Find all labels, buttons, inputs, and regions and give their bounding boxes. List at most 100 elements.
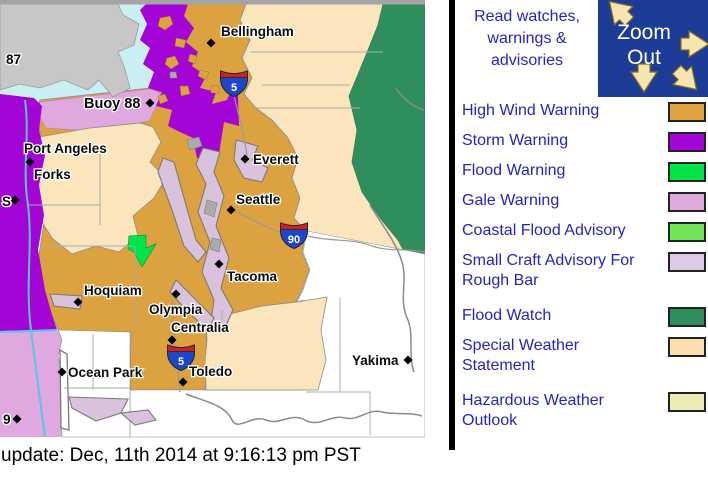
legend-label: Coastal Flood Advisory (462, 222, 626, 239)
yakima-river (369, 204, 415, 373)
legend-item: Storm Warning (462, 131, 706, 152)
zoom-out-label: Zoom Out (617, 21, 671, 69)
svg-text:5: 5 (231, 82, 237, 94)
legend-swatch (668, 192, 706, 212)
pan-arrows (600, 0, 708, 97)
legend-label: Small Craft Advisory For Rough Bar (462, 252, 635, 289)
city-label: Bellingham (221, 24, 294, 39)
city-label: Port Angeles (24, 141, 107, 156)
pan-south-arrow-icon[interactable] (629, 63, 659, 94)
city-label: Buoy 88 (84, 96, 140, 112)
marine-zone-line (24, 99, 46, 438)
city-marker (178, 377, 188, 387)
pan-southeast-arrow-icon[interactable] (667, 60, 705, 97)
legend-swatch (668, 307, 706, 327)
city-label: Tacoma (227, 269, 278, 284)
panel-divider (449, 0, 455, 450)
city-marker (57, 367, 67, 377)
legend-swatch (668, 162, 706, 182)
rivers-and-roads (171, 87, 426, 425)
legend-swatch (668, 102, 706, 122)
city-label: Forks (34, 167, 71, 182)
legend-item: Flood Watch (462, 306, 706, 327)
city-marker (167, 335, 177, 345)
storm-warning-sound (140, 4, 239, 160)
city-label: Toledo (189, 364, 232, 379)
legend-label: Storm Warning (462, 132, 569, 149)
willapa-bay (68, 396, 129, 422)
city-marker (403, 355, 413, 365)
city-label: Ocean Park (68, 365, 143, 380)
legend-label: Flood Warning (462, 162, 566, 179)
i90-highway-line (307, 235, 426, 253)
city-label: 9 (3, 412, 11, 427)
city-marker (240, 154, 250, 164)
legend-item: Small Craft Advisory For Rough Bar (462, 251, 706, 291)
city-marker (171, 289, 181, 299)
columbia-river (185, 393, 423, 425)
unwarned-southwest-region (57, 329, 157, 438)
legend-label: Hazardous Weather Outlook (462, 392, 604, 429)
city-label: Hoquiam (84, 283, 142, 298)
legend-item: Special Weather Statement (462, 336, 706, 376)
city-marker (25, 157, 35, 167)
long-beach-peninsula (59, 348, 70, 431)
legend-swatch (668, 392, 706, 412)
pan-east-arrow-icon[interactable] (680, 29, 708, 59)
interstate-5-shield-icon: 5 (167, 344, 195, 372)
legend-label: Special Weather Statement (462, 337, 580, 374)
interstate-5-shield-icon: 5 (220, 70, 248, 98)
gale-warning-ocean (0, 330, 66, 437)
willapa-bay-arm (119, 409, 157, 426)
city-label: Centralia (171, 320, 229, 335)
update-timestamp: update: Dec, 11th 2014 at 9:16:13 pm PST (1, 445, 361, 466)
city-label: 87 (6, 52, 21, 67)
county-lines (28, 51, 383, 435)
legend-swatch (668, 132, 706, 152)
legend-label: Flood Watch (462, 307, 552, 324)
svg-text:90: 90 (288, 234, 300, 246)
marine-zone-boundary (0, 329, 58, 333)
interstate-shields: 5 90 5 (167, 70, 308, 372)
city-label: Everett (253, 152, 299, 167)
small-craft-advisory-waterways (49, 136, 269, 331)
legend-item: Hazardous Weather Outlook (462, 391, 706, 431)
legend-swatch (668, 222, 706, 242)
city-label: S (2, 194, 11, 209)
pan-northwest-arrow-icon[interactable] (600, 0, 638, 31)
read-advisories-link[interactable]: Read watches, warnings & advisories (474, 8, 580, 69)
city-marker (10, 195, 20, 205)
city-marker (145, 98, 155, 108)
city-marker (214, 259, 224, 269)
legend-swatch (668, 337, 706, 357)
legend-panel: Read watches, warnings & advisories Zoom… (456, 0, 708, 479)
city-labels: 87 Bellingham Buoy 88 Port Angeles Forks S Eve… (1, 23, 413, 428)
legend-item: High Wind Warning (462, 101, 706, 122)
flood-warning-region (127, 234, 157, 268)
city-label: Yakima (352, 353, 399, 368)
map-top-border (0, 0, 425, 5)
zoom-out-button[interactable]: Zoom Out (598, 0, 708, 97)
legend-label: Gale Warning (462, 192, 560, 209)
special-weather-south-region (204, 296, 328, 391)
city-marker (206, 38, 216, 48)
legend-item: Coastal Flood Advisory (462, 221, 706, 242)
grays-harbor (49, 293, 83, 310)
city-label: Olympia (149, 302, 203, 317)
map-canvas: 5 90 5 87 Bellingham Buoy 88 Port Angeles Fork… (0, 0, 426, 438)
legend-swatch (668, 252, 706, 272)
legend-item: Flood Warning (462, 161, 706, 182)
i5-highway-line (233, 95, 248, 159)
warning-map[interactable]: 5 90 5 87 Bellingham Buoy 88 Port Angeles Fork… (0, 0, 426, 440)
warning-legend: High Wind Warning Storm Warning Flood Warn… (462, 101, 706, 446)
svg-text:5: 5 (178, 356, 184, 368)
interstate-90-shield-icon: 90 (280, 222, 308, 250)
legend-label: High Wind Warning (462, 102, 600, 119)
city-marker (73, 297, 83, 307)
city-marker (226, 205, 236, 215)
city-marker (12, 414, 22, 424)
city-label: Seattle (236, 192, 281, 207)
canada-landmass (0, 3, 140, 98)
legend-item: Gale Warning (462, 191, 706, 212)
